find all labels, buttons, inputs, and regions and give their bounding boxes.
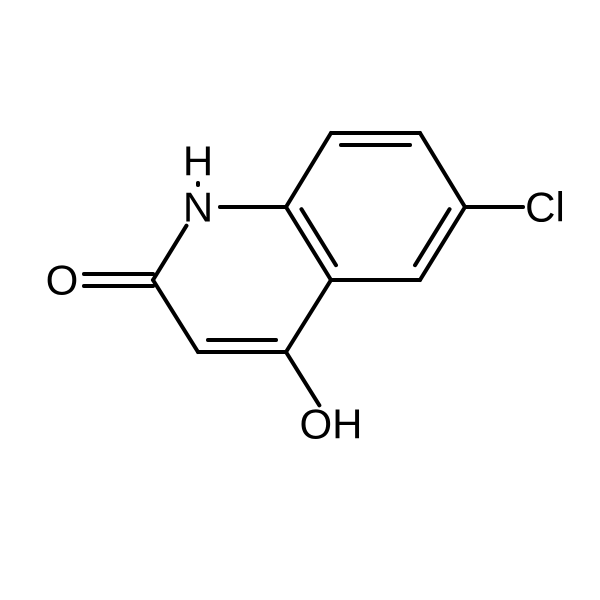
molecule-diagram: O NH OH Cl xyxy=(0,0,600,600)
bond xyxy=(420,133,465,207)
bond xyxy=(153,226,186,280)
atom-label-o2: OH xyxy=(300,401,363,448)
bond xyxy=(286,352,319,405)
atom-label-o1: O xyxy=(46,257,79,304)
bond xyxy=(286,133,331,207)
atom-label-n1: N xyxy=(183,184,213,231)
atom-label-h1: H xyxy=(183,138,213,185)
bond xyxy=(286,280,331,352)
bond xyxy=(153,280,198,352)
atom-label-cl: Cl xyxy=(525,184,565,231)
